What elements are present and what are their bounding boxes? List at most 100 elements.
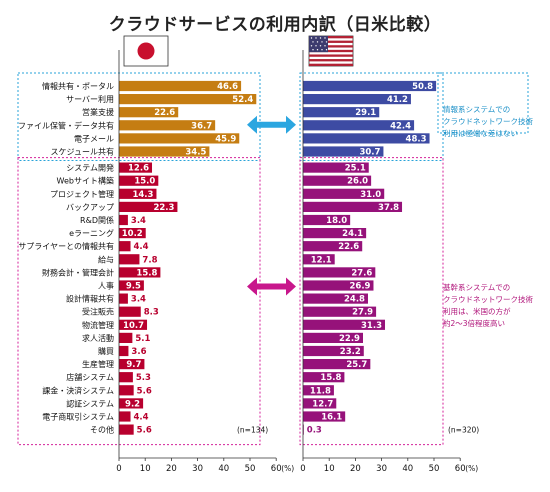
data-label: 9.5 <box>126 282 141 292</box>
bar <box>303 133 430 144</box>
group-box-core-us <box>299 157 444 446</box>
data-label: 5.3 <box>136 373 151 383</box>
sample-size-label: (n=134) <box>237 426 268 435</box>
bar <box>119 175 159 186</box>
x-tick-label: 0 <box>116 464 121 474</box>
bar <box>119 188 157 199</box>
data-label: 15.8 <box>320 373 341 383</box>
bar <box>303 372 345 383</box>
category-label: 電子メール <box>74 134 114 143</box>
bar <box>303 228 367 239</box>
data-label: 12.7 <box>312 399 333 409</box>
us-flag-stripe <box>309 59 353 62</box>
bar <box>119 241 131 252</box>
bar <box>119 319 148 330</box>
us-flag-star <box>315 45 317 47</box>
double-arrow-core <box>247 277 296 296</box>
bar <box>303 120 415 131</box>
data-label: 29.1 <box>355 108 376 118</box>
category-label: 受注販売 <box>82 307 114 317</box>
double-arrow-information <box>247 115 296 134</box>
data-label: 10.7 <box>123 321 144 331</box>
category-label: 認証システム <box>66 398 114 408</box>
bar <box>119 306 141 317</box>
data-label: 16.1 <box>321 413 342 423</box>
bar <box>303 94 411 105</box>
bar <box>119 201 178 212</box>
data-label: 22.9 <box>339 334 360 344</box>
data-label: 25.1 <box>345 164 366 174</box>
category-label: eラーニング <box>69 228 114 238</box>
x-tick-label: 50 <box>245 464 256 474</box>
note-core-systems: 基幹系システムでの クラウドネットワーク技術 利用は、米国の方が 約2～3倍程度… <box>443 283 533 328</box>
data-label: 24.1 <box>342 229 363 239</box>
data-label: 14.3 <box>132 190 153 200</box>
bar <box>303 254 335 265</box>
category-label: 電子商取引システム <box>42 412 114 422</box>
bar <box>119 293 128 304</box>
x-tick-label: 20 <box>166 464 177 474</box>
bar <box>303 398 337 409</box>
data-label: 3.4 <box>131 295 146 305</box>
category-label: プロジェクト管理 <box>50 189 114 199</box>
bar <box>303 162 369 173</box>
bar <box>119 398 144 409</box>
data-label: 10.2 <box>122 229 143 239</box>
bar <box>303 267 376 278</box>
bar <box>119 254 140 265</box>
group-box-information-us <box>299 72 444 161</box>
bar <box>303 280 374 291</box>
bar <box>119 385 134 396</box>
x-tick-label: 40 <box>402 464 413 474</box>
bar <box>119 424 134 435</box>
category-label: バックアップ <box>66 203 114 212</box>
category-label: その他 <box>90 425 114 435</box>
data-label: 41.2 <box>387 95 408 105</box>
us-flag-stripe <box>309 45 353 48</box>
bar <box>303 345 364 357</box>
bar <box>119 372 133 383</box>
bar <box>119 80 242 92</box>
us-flag-star <box>321 49 323 51</box>
us-flag-star <box>325 49 328 51</box>
us-flag-star <box>310 37 313 39</box>
category-label: 人事 <box>98 281 114 291</box>
data-label: 22.6 <box>154 108 175 118</box>
us-flag-star <box>316 49 319 51</box>
data-label: 11.8 <box>310 386 331 396</box>
bar <box>303 241 363 252</box>
data-label: 42.4 <box>390 121 411 131</box>
data-label: 8.3 <box>144 308 159 318</box>
data-label: 26.9 <box>349 282 370 292</box>
data-label: 45.9 <box>215 134 236 144</box>
us-flag-stripe <box>309 36 353 39</box>
data-label: 27.6 <box>351 268 372 278</box>
data-label: 50.8 <box>412 82 433 92</box>
data-label: 31.0 <box>360 190 381 200</box>
bar <box>303 293 368 304</box>
us-flag-star <box>312 41 314 43</box>
data-label: 5.6 <box>137 426 152 436</box>
us-flag-star <box>319 45 322 47</box>
x-tick-label: 40 <box>218 464 229 474</box>
data-label: 0.3 <box>307 426 322 436</box>
bar <box>119 267 161 278</box>
x-tick-label: 60 <box>271 464 282 474</box>
note-box-information <box>437 72 529 134</box>
data-label: 48.3 <box>406 134 427 144</box>
us-flag-star <box>312 49 314 51</box>
bar <box>303 201 403 212</box>
sample-size-label: (n=320) <box>448 426 479 435</box>
bar <box>119 280 144 291</box>
data-label: 27.9 <box>352 308 373 318</box>
data-label: 5.6 <box>137 386 152 396</box>
bar <box>119 107 179 118</box>
data-label: 4.4 <box>134 242 149 252</box>
bar <box>303 332 363 343</box>
data-label: 7.8 <box>142 255 157 265</box>
us-flag-star <box>324 45 326 47</box>
data-label: 24.8 <box>344 295 365 305</box>
data-label: 36.7 <box>191 121 212 131</box>
category-label: 購買 <box>98 346 114 356</box>
